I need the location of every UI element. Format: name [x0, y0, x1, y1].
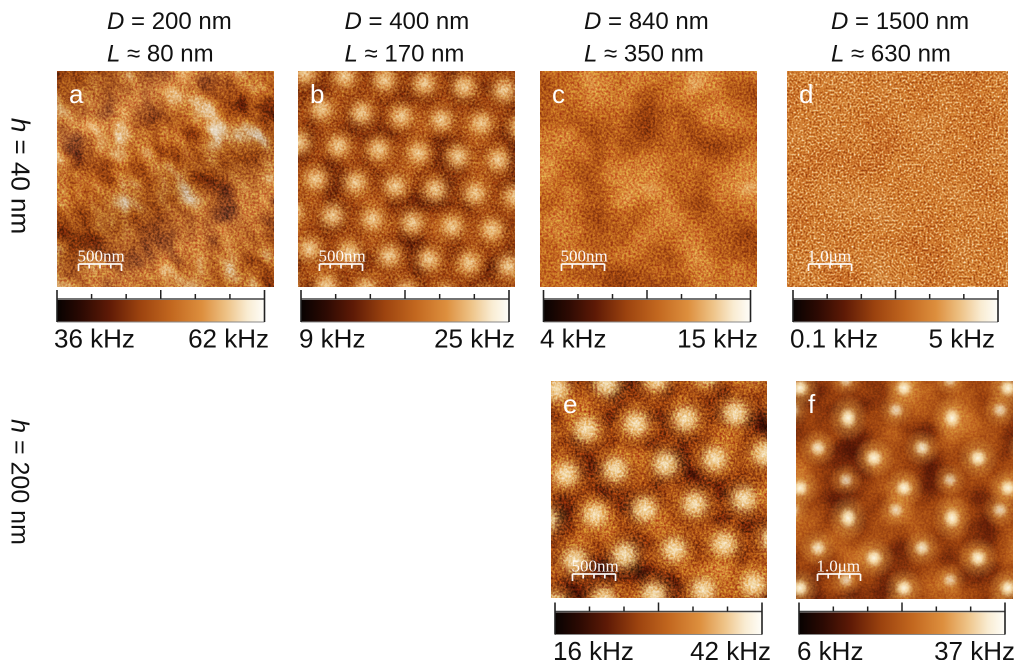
svg-text:d: d — [799, 79, 813, 109]
svg-text:500nm: 500nm — [319, 247, 366, 266]
svg-text:L ≈ 170 nm: L ≈ 170 nm — [345, 41, 465, 68]
svg-text:L ≈ 630 nm: L ≈ 630 nm — [831, 41, 951, 68]
svg-text:500nm: 500nm — [561, 247, 608, 266]
svg-text:5 kHz: 5 kHz — [929, 324, 995, 354]
svg-text:h = 200 nm: h = 200 nm — [6, 419, 34, 545]
svg-text:1.0μm: 1.0μm — [808, 247, 852, 266]
svg-text:D = 200 nm: D = 200 nm — [107, 8, 232, 35]
svg-text:4 kHz: 4 kHz — [540, 324, 606, 354]
svg-text:L ≈ 80 nm: L ≈ 80 nm — [107, 41, 214, 68]
svg-text:D = 1500 nm: D = 1500 nm — [831, 8, 969, 35]
svg-text:h = 40 nm: h = 40 nm — [6, 118, 36, 234]
svg-text:25 kHz: 25 kHz — [434, 324, 515, 354]
svg-text:37 kHz: 37 kHz — [934, 636, 1015, 660]
svg-text:1.0μm: 1.0μm — [817, 557, 861, 576]
svg-text:9 kHz: 9 kHz — [299, 324, 365, 354]
svg-text:L ≈ 350 nm: L ≈ 350 nm — [584, 41, 704, 68]
svg-text:D = 400 nm: D = 400 nm — [345, 8, 470, 35]
svg-text:16 kHz: 16 kHz — [553, 636, 634, 660]
svg-text:c: c — [552, 79, 565, 109]
svg-text:62 kHz: 62 kHz — [188, 324, 269, 354]
svg-text:500nm: 500nm — [572, 557, 619, 576]
svg-text:15 kHz: 15 kHz — [677, 324, 758, 354]
svg-text:42 kHz: 42 kHz — [690, 636, 771, 660]
svg-text:D = 840 nm: D = 840 nm — [584, 8, 709, 35]
svg-text:e: e — [563, 389, 577, 419]
svg-text:6 kHz: 6 kHz — [797, 636, 863, 660]
svg-text:500nm: 500nm — [78, 247, 125, 266]
svg-text:b: b — [310, 79, 324, 109]
svg-text:0.1 kHz: 0.1 kHz — [790, 324, 878, 354]
svg-text:a: a — [69, 79, 84, 109]
svg-text:f: f — [808, 389, 816, 419]
svg-text:36 kHz: 36 kHz — [54, 324, 135, 354]
